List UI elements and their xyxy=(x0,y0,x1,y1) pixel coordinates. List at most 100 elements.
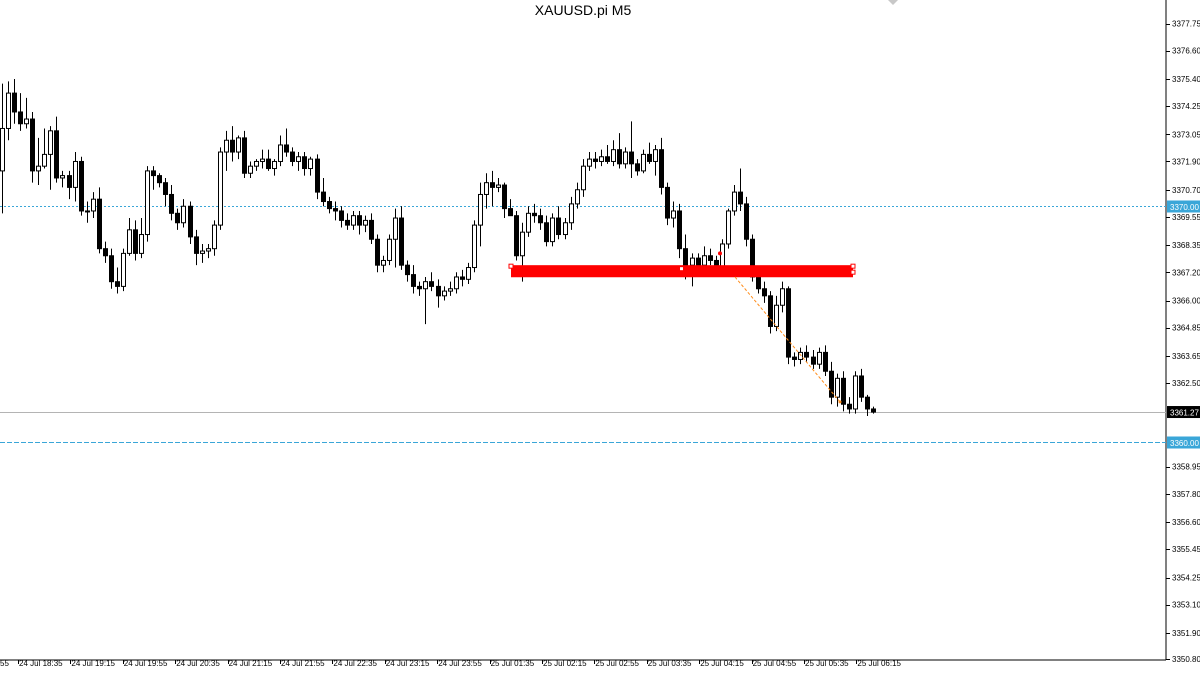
candle xyxy=(514,210,519,261)
candle xyxy=(284,128,289,157)
y-tick-label: 3367.20 xyxy=(1172,268,1200,277)
candle-body-up xyxy=(653,149,658,162)
x-tick-label: 24 Jul 20:35 xyxy=(176,659,220,668)
candle-body-up xyxy=(454,276,459,290)
candle-body-up xyxy=(212,224,217,250)
candle-body-up xyxy=(272,160,277,170)
candle-body-up xyxy=(381,259,386,266)
candle xyxy=(538,208,543,230)
candle xyxy=(726,208,731,249)
candle xyxy=(242,130,247,178)
candle xyxy=(60,170,65,188)
candle xyxy=(30,111,35,183)
candle-body-up xyxy=(24,118,29,125)
candle xyxy=(266,149,271,171)
candle-body-down xyxy=(302,156,307,170)
candle-body-up xyxy=(563,222,568,236)
candle xyxy=(472,220,477,273)
candle-body-up xyxy=(520,231,525,257)
candle xyxy=(835,373,840,407)
candle xyxy=(429,272,434,292)
candle xyxy=(169,185,174,221)
candle-body-up xyxy=(611,149,616,162)
candle xyxy=(569,196,574,230)
candle-body-up xyxy=(387,238,392,261)
y-tick-label: 3364.85 xyxy=(1172,324,1200,333)
x-tick-label: 25 Jul 04:55 xyxy=(753,659,797,668)
x-tick-label: 25 Jul 04:15 xyxy=(700,659,744,668)
trend-line[interactable] xyxy=(734,276,841,403)
candle xyxy=(302,152,307,176)
trend-line-endpoint[interactable] xyxy=(838,400,842,404)
candle xyxy=(351,210,356,230)
candle-body-down xyxy=(169,193,174,214)
candle-body-down xyxy=(369,219,374,240)
candle xyxy=(593,152,598,169)
candle-body-down xyxy=(490,182,495,188)
candle-body-down xyxy=(792,356,797,360)
candle-body-up xyxy=(817,351,822,365)
candle xyxy=(780,281,785,313)
candle-body-up xyxy=(218,151,223,226)
x-tick-label: 24 Jul 18:35 xyxy=(19,659,63,668)
x-tick-label: 24 Jul 23:55 xyxy=(438,659,482,668)
candle xyxy=(617,133,622,169)
candle-body-down xyxy=(188,205,193,238)
candle xyxy=(841,371,846,412)
candle xyxy=(121,248,126,292)
candle xyxy=(224,130,229,171)
y-tick-label: 3369.55 xyxy=(1172,213,1200,222)
shift-marker-icon[interactable] xyxy=(888,0,898,5)
candle-body-up xyxy=(423,281,428,290)
zone-handle[interactable] xyxy=(850,263,856,269)
candle-body-down xyxy=(593,158,598,162)
candle xyxy=(847,397,852,414)
y-tick-label: 3368.35 xyxy=(1172,241,1200,250)
candle xyxy=(550,213,555,247)
candle-body-up xyxy=(702,255,707,266)
plot-area xyxy=(0,0,1166,660)
candle xyxy=(85,201,90,223)
candle xyxy=(423,276,428,325)
zone-handle[interactable] xyxy=(508,263,514,269)
candle-body-down xyxy=(133,229,138,254)
candle xyxy=(629,121,634,178)
candle xyxy=(853,371,858,414)
candle-body-down xyxy=(290,151,295,162)
y-tick-label: 3354.25 xyxy=(1172,574,1200,583)
x-tick-label: 24 Jul 23:15 xyxy=(386,659,430,668)
candle-body-down xyxy=(683,248,688,266)
candle-body-down xyxy=(30,118,35,172)
candle-body-down xyxy=(804,351,809,358)
candle xyxy=(804,345,809,362)
x-tick-label: 24 Jul 19:15 xyxy=(71,659,115,668)
candle-body-down xyxy=(841,377,846,405)
candle xyxy=(587,152,592,171)
candle-body-up xyxy=(351,215,356,226)
candle-body-down xyxy=(97,198,102,250)
x-tick-label: 24 Jul 21:15 xyxy=(229,659,273,668)
zone-handle[interactable] xyxy=(850,269,856,275)
candle-body-up xyxy=(484,182,489,195)
candle xyxy=(272,159,277,176)
candle xyxy=(478,182,483,247)
candle-body-up xyxy=(732,191,737,212)
candle-body-down xyxy=(859,375,864,398)
candle xyxy=(708,248,713,266)
resistance-zone[interactable] xyxy=(511,265,853,278)
candle-body-down xyxy=(67,175,72,188)
candle xyxy=(363,215,368,233)
candle xyxy=(133,220,138,261)
zone-midpoint-handle[interactable] xyxy=(680,267,683,271)
candle xyxy=(36,137,41,186)
object-anchor[interactable] xyxy=(718,251,722,256)
candle xyxy=(157,173,162,188)
candle-body-down xyxy=(417,285,422,290)
candle-body-up xyxy=(278,144,283,162)
candle-body-down xyxy=(538,215,543,224)
candle xyxy=(175,208,180,230)
candle xyxy=(103,241,108,263)
candle xyxy=(502,182,507,219)
